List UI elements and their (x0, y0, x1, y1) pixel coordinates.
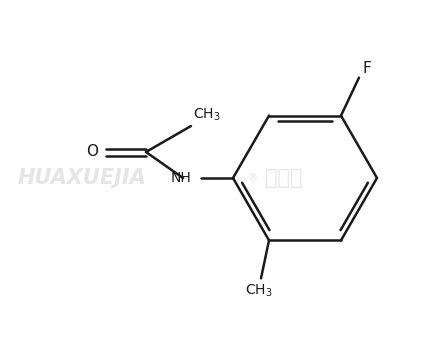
Text: 化学加: 化学加 (265, 168, 303, 188)
Text: ®: ® (248, 173, 258, 183)
Text: NH: NH (170, 171, 191, 185)
Text: CH$_3$: CH$_3$ (193, 106, 220, 123)
Text: HUAXUEJIA: HUAXUEJIA (18, 168, 147, 188)
Text: F: F (363, 61, 372, 75)
Text: CH$_3$: CH$_3$ (245, 282, 273, 299)
Text: O: O (86, 145, 98, 159)
